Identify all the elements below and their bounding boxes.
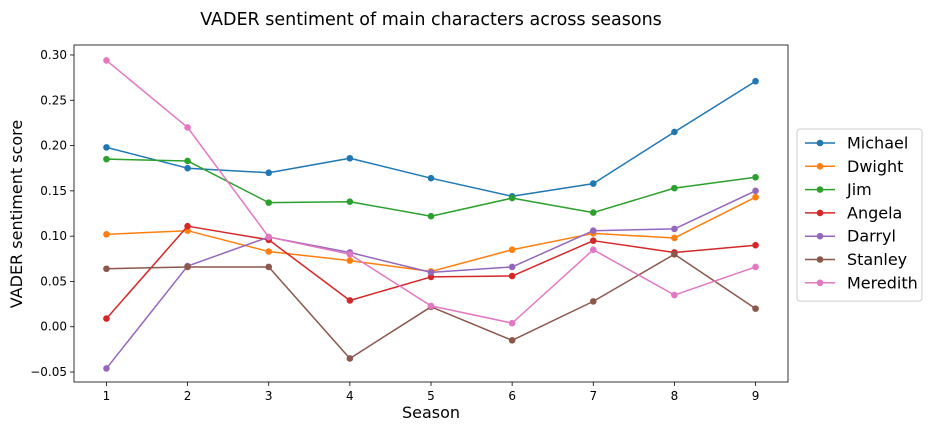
data-point-jim — [671, 184, 678, 192]
data-point-darryl — [427, 269, 435, 276]
y-axis-title: VADER sentiment score — [7, 120, 26, 308]
legend-label-stanley: Stanley — [847, 250, 907, 269]
data-point-michael — [427, 174, 435, 182]
data-point-jim — [589, 209, 597, 216]
x-tick-label: 7 — [589, 389, 597, 403]
data-point-angela — [103, 315, 110, 322]
chart-title: VADER sentiment of main characters acros… — [200, 10, 662, 30]
x-axis-title: Season — [402, 403, 460, 422]
data-point-meredith — [427, 302, 435, 310]
legend-marker-dwight — [816, 163, 824, 170]
data-point-dwight — [103, 231, 110, 238]
series-line-meredith — [105, 59, 756, 324]
y-tick-label: 0.30 — [40, 48, 67, 62]
data-point-darryl — [508, 263, 516, 271]
data-point-meredith — [265, 233, 273, 241]
data-point-darryl — [671, 225, 678, 233]
legend-label-darryl: Darryl — [847, 227, 896, 246]
data-point-michael — [671, 128, 678, 136]
x-tick-label: 5 — [427, 389, 435, 403]
data-point-angela — [752, 241, 759, 249]
y-tick-label: 0.15 — [40, 184, 67, 198]
legend-marker-michael — [816, 139, 824, 147]
data-point-angela — [184, 222, 191, 230]
x-tick-label: 8 — [671, 389, 679, 403]
legend: Michael Dwight Jim Angela Darryl Stanley Mered… — [796, 128, 923, 302]
data-point-darryl — [103, 365, 110, 372]
data-point-dwight — [265, 248, 273, 255]
data-point-stanley — [752, 305, 759, 312]
legend-label-jim: Jim — [846, 180, 872, 199]
y-tick-label: 0.20 — [40, 139, 67, 153]
data-point-meredith — [346, 250, 354, 258]
data-point-stanley — [103, 265, 110, 273]
legend-box — [796, 128, 923, 302]
x-tick-label: 2 — [184, 389, 192, 403]
x-tick-label: 3 — [265, 389, 273, 403]
data-point-meredith — [184, 124, 191, 131]
data-point-darryl — [589, 227, 597, 235]
data-point-angela — [589, 237, 597, 244]
data-point-jim — [265, 199, 273, 206]
legend-label-meredith: Meredith — [847, 273, 918, 292]
x-tick-label: 4 — [346, 389, 354, 403]
data-point-meredith — [752, 263, 759, 271]
series-line-jim — [106, 158, 756, 217]
x-tick-label: 6 — [508, 389, 516, 403]
y-tick-label: −0.05 — [30, 365, 67, 379]
data-point-jim — [346, 198, 354, 206]
x-tick-label: 9 — [752, 389, 760, 403]
data-point-meredith — [508, 319, 516, 327]
data-point-stanley — [265, 263, 273, 271]
legend-marker-stanley — [816, 256, 824, 263]
data-point-jim — [752, 173, 759, 181]
data-point-dwight — [671, 234, 678, 242]
legend-marker-jim — [816, 186, 824, 193]
data-point-michael — [752, 77, 759, 85]
data-point-dwight — [508, 246, 516, 254]
data-point-dwight — [346, 257, 354, 264]
legend-label-angela: Angela — [847, 203, 902, 222]
x-tick-label: 1 — [103, 389, 111, 403]
data-point-jim — [427, 212, 435, 220]
legend-marker-darryl — [816, 232, 824, 240]
data-point-jim — [103, 155, 110, 163]
data-point-angela — [427, 273, 435, 281]
data-point-stanley — [671, 250, 678, 258]
data-point-stanley — [346, 355, 354, 362]
data-point-jim — [184, 157, 191, 165]
data-point-angela — [508, 272, 516, 280]
data-point-meredith — [589, 246, 597, 254]
data-point-michael — [265, 169, 273, 177]
data-point-jim — [508, 194, 516, 202]
legend-marker-meredith — [816, 279, 824, 287]
y-tick-label: 0.05 — [40, 274, 67, 288]
data-point-angela — [346, 297, 354, 304]
legend-label-michael: Michael — [847, 134, 908, 153]
data-point-michael — [184, 164, 191, 172]
y-tick-label: 0.10 — [40, 229, 67, 243]
data-point-michael — [346, 154, 354, 162]
y-tick-label: 0.25 — [40, 93, 67, 107]
data-point-darryl — [752, 187, 759, 195]
data-point-meredith — [671, 291, 678, 299]
data-point-dwight — [752, 193, 759, 201]
data-point-michael — [103, 144, 110, 151]
y-tick-label: 0.00 — [40, 320, 67, 334]
plot-area: 1 2 3 4 5 6 7 8 9 −0.05 0.00 0.05 0.10 0.15 0.20 0.25 0.… — [30, 44, 789, 403]
legend-label-dwight: Dwight — [847, 157, 903, 176]
legend-marker-angela — [816, 209, 824, 217]
data-point-stanley — [589, 298, 597, 305]
data-point-meredith — [103, 57, 110, 64]
data-point-michael — [589, 180, 597, 187]
data-point-stanley — [184, 263, 191, 271]
data-point-stanley — [508, 337, 516, 344]
